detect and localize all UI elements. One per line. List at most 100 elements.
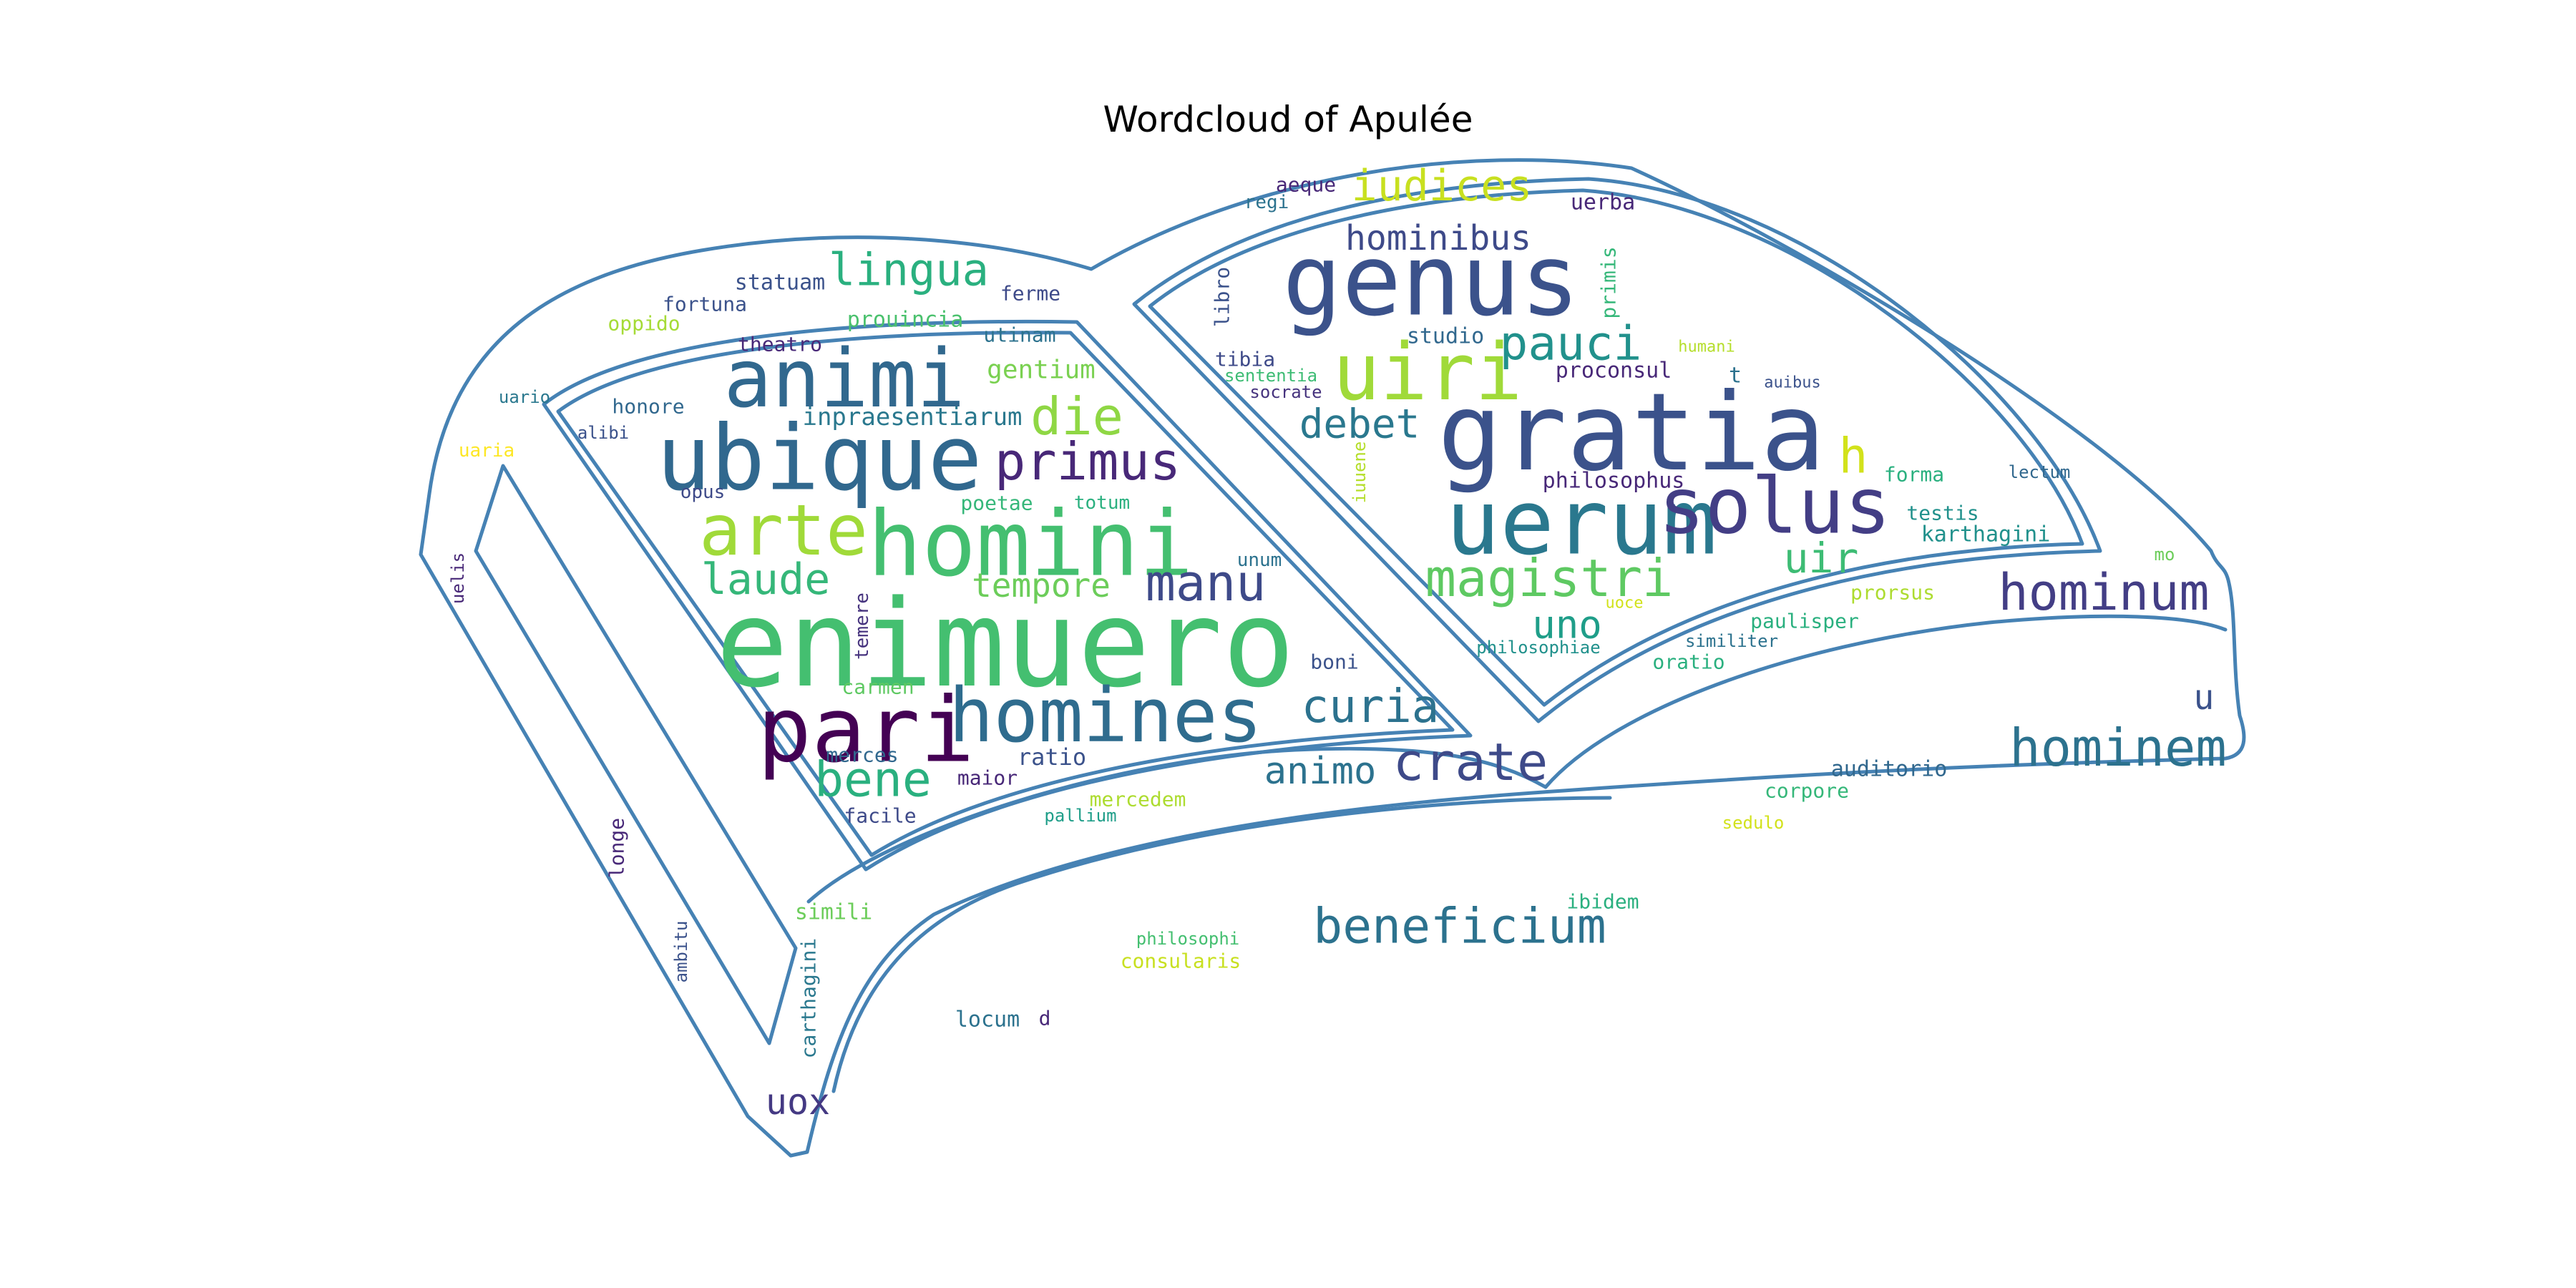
word-70: ibidem [1566, 890, 1639, 914]
word-74: libro [1211, 267, 1234, 327]
word-37: prouincia [847, 308, 964, 333]
word-63: ambitu [671, 921, 691, 983]
word-38: statuam [735, 270, 825, 296]
word-24: lingua [829, 244, 989, 296]
word-18: manu [1146, 554, 1267, 613]
word-61: uelis [448, 552, 468, 604]
book-right-page-inner [1148, 188, 2084, 707]
word-76: studio [1407, 324, 1484, 349]
word-11: arte [699, 490, 868, 572]
word-0: enimuero [716, 574, 1294, 714]
word-47: uaria [459, 440, 514, 462]
word-73: uerba [1571, 190, 1635, 215]
word-26: h [1839, 429, 1868, 485]
word-48: opus [680, 482, 726, 503]
word-42: theatro [738, 333, 822, 356]
word-9: uiri [1333, 326, 1523, 418]
word-93: paulisper [1750, 610, 1859, 633]
word-14: hominum [1998, 563, 2209, 622]
word-16: beneficium [1313, 899, 1606, 955]
word-43: utinam [983, 323, 1055, 347]
word-83: auibus [1764, 374, 1820, 392]
book-right-page [1132, 177, 2102, 723]
word-4: uerum [1445, 470, 1717, 575]
word-79: socrate [1249, 382, 1322, 402]
word-28: debet [1299, 401, 1420, 448]
word-91: prorsus [1850, 581, 1935, 605]
word-5: ubique [656, 406, 982, 511]
word-27: uir [1784, 534, 1859, 582]
word-62: longe [605, 818, 629, 878]
word-68: locum [955, 1008, 1020, 1033]
word-86: forma [1884, 463, 1944, 487]
book-left-cover-strip [474, 464, 798, 1045]
word-84: iuuene [1350, 441, 1370, 504]
word-97: auditorio [1831, 757, 1948, 782]
word-32: uno [1532, 602, 1602, 648]
word-99: sedulo [1722, 813, 1785, 833]
word-51: unum [1237, 550, 1282, 571]
word-23: laude [701, 555, 831, 605]
word-52: temere [852, 592, 873, 660]
word-40: fortuna [663, 293, 747, 316]
word-53: carmen [841, 675, 914, 699]
word-50: totum [1074, 492, 1130, 514]
book-page-edge-lower [831, 796, 1612, 1093]
word-6: animi [723, 333, 965, 426]
word-7: homines [949, 672, 1262, 759]
book-page-edge-upper [806, 614, 2228, 904]
word-39: ferme [1000, 282, 1060, 306]
word-33: uox [766, 1081, 830, 1123]
book-outer-edge [419, 158, 2246, 1158]
word-58: pallium [1044, 806, 1116, 826]
chart-title: Wordcloud of Apulée [1103, 99, 1473, 140]
word-77: tibia [1215, 348, 1275, 371]
word-54: merces [826, 743, 898, 767]
word-45: honore [612, 395, 684, 419]
word-66: philosophi [1136, 929, 1240, 949]
word-34: u [2194, 678, 2215, 718]
word-98: corpore [1765, 779, 1849, 803]
book-left-page-inner [556, 331, 1455, 857]
word-59: facile [844, 804, 916, 828]
word-67: consularis [1121, 950, 1241, 973]
word-20: bene [814, 752, 932, 809]
word-15: magistri [1425, 548, 1674, 608]
word-69: d [1039, 1007, 1051, 1030]
word-72: regi [1244, 192, 1289, 213]
word-layer: enimuerogratiahominigenusuerumubiqueanim… [448, 161, 2227, 1123]
word-88: testis [1906, 502, 1979, 525]
word-21: curia [1302, 680, 1440, 733]
word-71: aeque [1276, 173, 1336, 197]
word-25: iudices [1352, 161, 1533, 211]
word-82: t [1729, 364, 1742, 389]
word-78: sententia [1224, 366, 1317, 386]
word-49: poetae [960, 492, 1033, 515]
word-19: pauci [1500, 316, 1642, 371]
word-89: karthagini [1921, 522, 2051, 547]
word-30: hominibus [1345, 218, 1531, 258]
word-17: primus [995, 431, 1181, 492]
word-95: similiter [1685, 631, 1778, 651]
word-80: humani [1678, 338, 1735, 356]
word-1: gratia [1438, 371, 1825, 495]
word-87: lectum [2009, 462, 2071, 482]
word-65: carthagini [797, 938, 821, 1059]
word-41: oppido [608, 312, 680, 336]
word-92: uoce [1606, 595, 1644, 613]
word-10: solus [1658, 462, 1890, 552]
word-64: simili [795, 900, 872, 925]
word-94: philosophiae [1476, 638, 1600, 658]
word-36: gentium [987, 356, 1096, 385]
word-29: animo [1264, 750, 1377, 793]
word-90: mo [2155, 545, 2175, 565]
word-56: maior [957, 766, 1018, 790]
word-13: crate [1393, 732, 1548, 792]
word-3: genus [1282, 223, 1579, 338]
word-46: alibi [577, 423, 629, 443]
word-85: philosophus [1543, 469, 1685, 494]
word-57: mercedem [1090, 788, 1186, 811]
word-96: oratio [1652, 650, 1724, 674]
word-60: boni [1310, 650, 1358, 674]
